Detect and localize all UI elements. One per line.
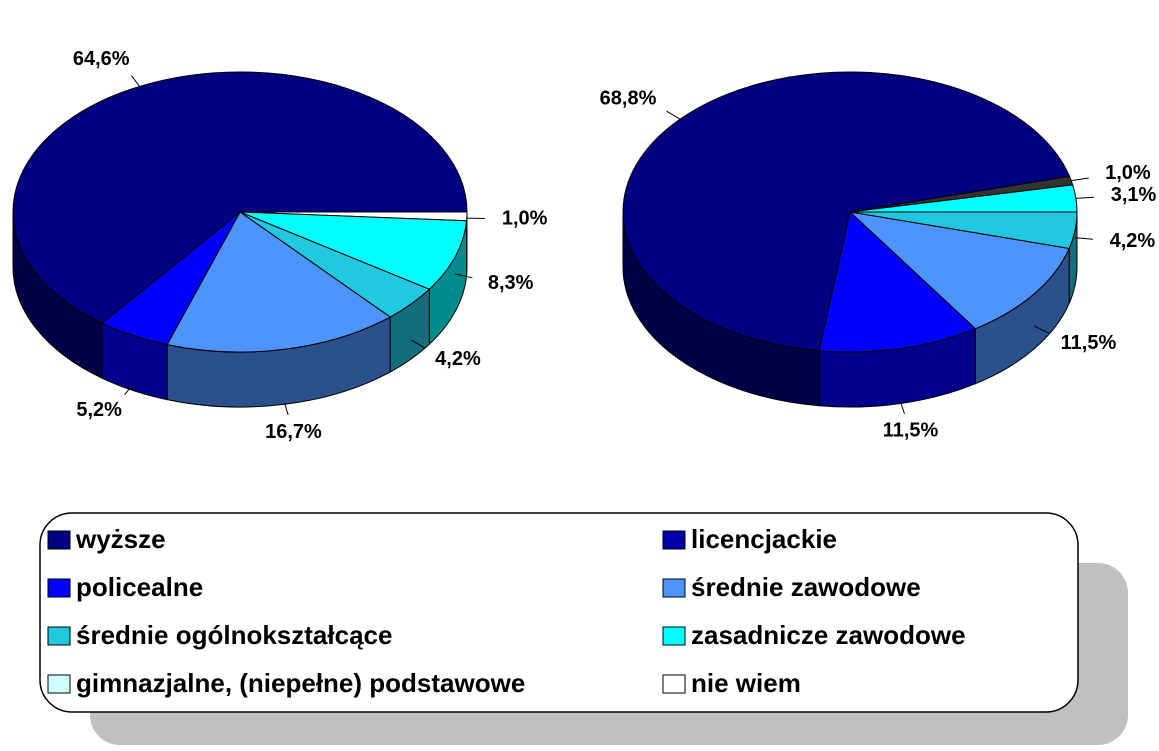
legend-label: gimnazjalne, (niepełne) podstawowe [76, 668, 525, 698]
leader-line [124, 383, 134, 395]
legend-swatch [47, 626, 71, 646]
data-label: 4,2% [435, 348, 481, 370]
legend-swatch [662, 626, 686, 646]
legend-swatch [662, 530, 686, 550]
leader-line [455, 273, 473, 279]
pie-slice [12, 71, 468, 324]
legend-swatch [47, 578, 71, 598]
legend-swatch [47, 674, 71, 694]
leader-line [1071, 177, 1089, 182]
pie-slice [622, 71, 1071, 352]
leader-line [1075, 196, 1094, 199]
leader-line [410, 339, 426, 349]
legend-label: licencjackie [691, 524, 837, 554]
legend-label: wyższe [75, 524, 166, 554]
pie-slice [166, 211, 392, 353]
pie-slice [848, 211, 1070, 330]
data-label: 4,2% [1110, 230, 1156, 252]
legend-swatch [662, 674, 686, 694]
data-label: 11,5% [1061, 332, 1117, 354]
data-label: 64,6% [73, 48, 130, 70]
legend-swatch [47, 530, 71, 550]
pie-slice [239, 211, 468, 290]
data-label: 16,7% [265, 421, 322, 443]
legend-box [39, 512, 1079, 713]
leader-line [131, 75, 140, 87]
legend-swatch [662, 578, 686, 598]
leader-line [1033, 325, 1049, 334]
legend-label: nie wiem [691, 668, 801, 698]
legend-label: średnie zawodowe [691, 572, 921, 602]
data-label: 3,1% [1111, 184, 1157, 206]
data-label: 8,3% [488, 272, 534, 294]
data-label: 1,0% [502, 207, 548, 229]
data-label: 5,2% [76, 399, 122, 421]
data-label: 1,0% [1105, 162, 1151, 184]
legend-label: policealne [76, 572, 203, 602]
leader-line [1074, 237, 1093, 240]
leader-line [284, 403, 289, 416]
data-label: 68,8% [600, 88, 657, 110]
legend-label: średnie ogólnokształcące [76, 620, 392, 650]
legend-label: zasadnicze zawodowe [691, 620, 966, 650]
pie-slice [818, 211, 977, 353]
data-label: 11,5% [883, 420, 939, 442]
leader-line [666, 110, 681, 120]
leader-line [900, 401, 905, 414]
